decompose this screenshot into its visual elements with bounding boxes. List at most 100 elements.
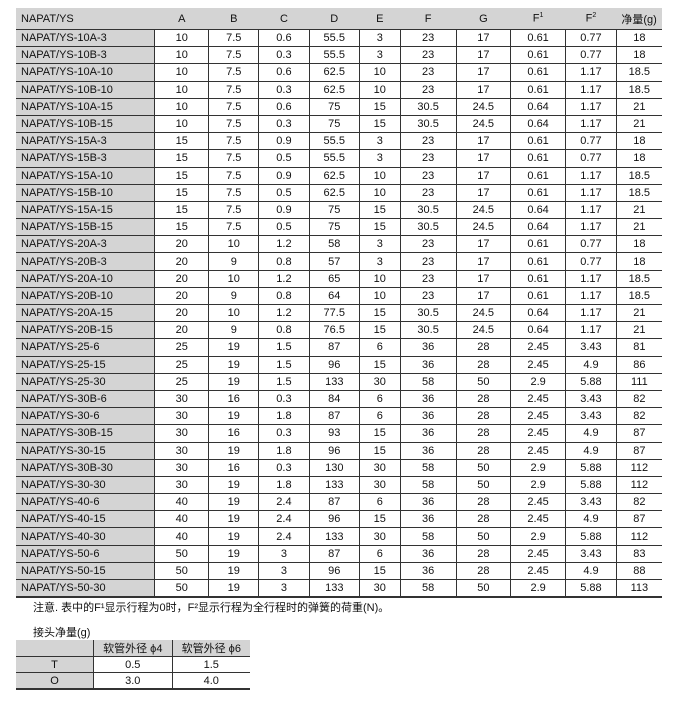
table-cell: 30 <box>154 459 209 477</box>
table-row: NAPAT/YS-20A-15 20 10 1.2 77.5 15 30.5 24.5 0.64… <box>16 304 662 323</box>
table-cell: 10 <box>154 81 209 99</box>
table-cell: 23 <box>399 63 457 82</box>
table-cell: 4.0 <box>171 672 250 690</box>
table-cell: 19 <box>208 579 259 599</box>
table-cell: 96 <box>308 562 360 581</box>
table-cell: 87 <box>308 338 360 357</box>
table-cell: 10 <box>208 235 259 254</box>
table-row: NAPAT/YS-25-30 25 19 1.5 133 30 58 50 2.9 5.88 111 <box>16 373 662 391</box>
table-cell: 1.17 <box>565 287 617 306</box>
table-cell: 15 <box>359 424 401 443</box>
table-row: NAPAT/YS-15A-15 15 7.5 0.9 75 15 30.5 24.5 0.64 1… <box>16 201 662 220</box>
table-cell: 15 <box>359 510 401 529</box>
table-cell: 0.6 <box>258 29 310 48</box>
table-cell: 10 <box>359 167 401 185</box>
table-cell: 15 <box>154 149 209 168</box>
row-label: NAPAT/YS-30B-30 <box>16 459 156 477</box>
table-cell: 18 <box>615 252 662 271</box>
table-cell: 0.61 <box>509 184 566 202</box>
table-cell: 4.9 <box>565 562 617 581</box>
table-cell: 50 <box>154 562 209 581</box>
table-cell: 7.5 <box>208 149 259 168</box>
fitting-weight-label: 接头净量(g) <box>33 627 91 639</box>
table-cell: 87 <box>308 545 360 563</box>
table-cell: 28 <box>455 338 511 357</box>
table-cell: 2.9 <box>509 459 566 477</box>
table-cell: 36 <box>399 424 457 443</box>
table-cell: 112 <box>615 476 662 495</box>
table-row: NAPAT/YS-40-15 40 19 2.4 96 15 36 28 2.45 4.9 87 <box>16 510 662 529</box>
table-cell: 10 <box>359 81 401 99</box>
row-label: NAPAT/YS-10B-3 <box>16 46 156 65</box>
table-cell: 62.5 <box>308 167 360 185</box>
table-cell: 19 <box>208 493 259 512</box>
table-cell: 17 <box>455 81 511 99</box>
fitting-weight-table: 软管外径 ϕ4 软管外径 ϕ6 T 0.5 1.5 O 3.0 4.0 <box>16 640 250 690</box>
table-cell: 18.5 <box>615 270 662 288</box>
table-cell: 58 <box>399 476 457 495</box>
table-cell: 2.9 <box>509 527 566 546</box>
spec-table: NAPAT/YS A B C D E F G F1 F2 净量(g) NAPAT/YS-10A-3 1… <box>16 8 662 599</box>
table-cell: 2.45 <box>509 390 566 409</box>
table-cell: 18 <box>615 235 662 254</box>
column-header: B <box>208 8 259 30</box>
table-cell: 50 <box>455 579 511 599</box>
table-cell: 58 <box>308 235 360 254</box>
table-cell: 15 <box>359 304 401 323</box>
table-cell: 112 <box>615 459 662 477</box>
table-cell: 0.61 <box>509 81 566 99</box>
row-label: NAPAT/YS-30-6 <box>16 407 156 426</box>
table-cell: 1.17 <box>565 321 617 340</box>
table-cell: 17 <box>455 29 511 48</box>
table-cell: 10 <box>359 287 401 306</box>
table-cell: 19 <box>208 442 259 460</box>
table-cell: 23 <box>399 287 457 306</box>
table-cell: 55.5 <box>308 29 360 48</box>
table-cell: 16 <box>208 459 259 477</box>
table-cell: 36 <box>399 390 457 409</box>
table-cell: 15 <box>154 132 209 151</box>
table-cell: 0.8 <box>258 252 310 271</box>
row-label: NAPAT/YS-30-15 <box>16 442 156 460</box>
table-row: NAPAT/YS-15B-15 15 7.5 0.5 75 15 30.5 24.5 0.64 1… <box>16 218 662 237</box>
table-cell: 0.6 <box>258 63 310 82</box>
table-cell: 1.17 <box>565 63 617 82</box>
table-row: NAPAT/YS-20B-15 20 9 0.8 76.5 15 30.5 24.5 0.64 1… <box>16 321 662 340</box>
table-cell: 17 <box>455 149 511 168</box>
table-cell: 3 <box>258 579 310 599</box>
table-cell: 133 <box>308 579 360 599</box>
table-cell: 1.2 <box>258 304 310 323</box>
table-cell: 1.17 <box>565 98 617 116</box>
table-cell: 4.9 <box>565 424 617 443</box>
footnote: 注意. 表中的F¹显示行程为0时，F²显示行程为全行程时的弹簧的荷重(N)。 <box>33 602 390 614</box>
table-cell: 23 <box>399 270 457 288</box>
table-cell: 96 <box>308 442 360 460</box>
table-cell: 0.64 <box>509 115 566 134</box>
row-label: NAPAT/YS-25-15 <box>16 356 156 374</box>
table-cell: 0.3 <box>258 115 310 134</box>
table-cell: 50 <box>154 545 209 563</box>
table-cell: 17 <box>455 270 511 288</box>
table-cell: 10 <box>154 115 209 134</box>
table-cell: 96 <box>308 510 360 529</box>
table-cell: 20 <box>154 252 209 271</box>
table-cell: 0.77 <box>565 46 617 65</box>
table-cell: 133 <box>308 476 360 495</box>
table-cell: 2.45 <box>509 493 566 512</box>
table-cell: 0.3 <box>258 390 310 409</box>
table-cell: 23 <box>399 235 457 254</box>
table-cell: 2.45 <box>509 338 566 357</box>
table-cell: 1.8 <box>258 476 310 495</box>
row-label: NAPAT/YS-20B-15 <box>16 321 156 340</box>
table-cell: 15 <box>359 218 401 237</box>
table-cell: 1.17 <box>565 304 617 323</box>
table-cell: 4.9 <box>565 356 617 374</box>
table-cell: 0.64 <box>509 304 566 323</box>
table-cell: 1.17 <box>565 184 617 202</box>
table-cell: 36 <box>399 356 457 374</box>
table-cell: 24.5 <box>455 98 511 116</box>
table-row: NAPAT/YS-50-6 50 19 3 87 6 36 28 2.45 3.43 83 <box>16 545 662 563</box>
table-cell: 4.9 <box>565 510 617 529</box>
table-cell: 0.64 <box>509 201 566 220</box>
table-cell: 15 <box>154 184 209 202</box>
